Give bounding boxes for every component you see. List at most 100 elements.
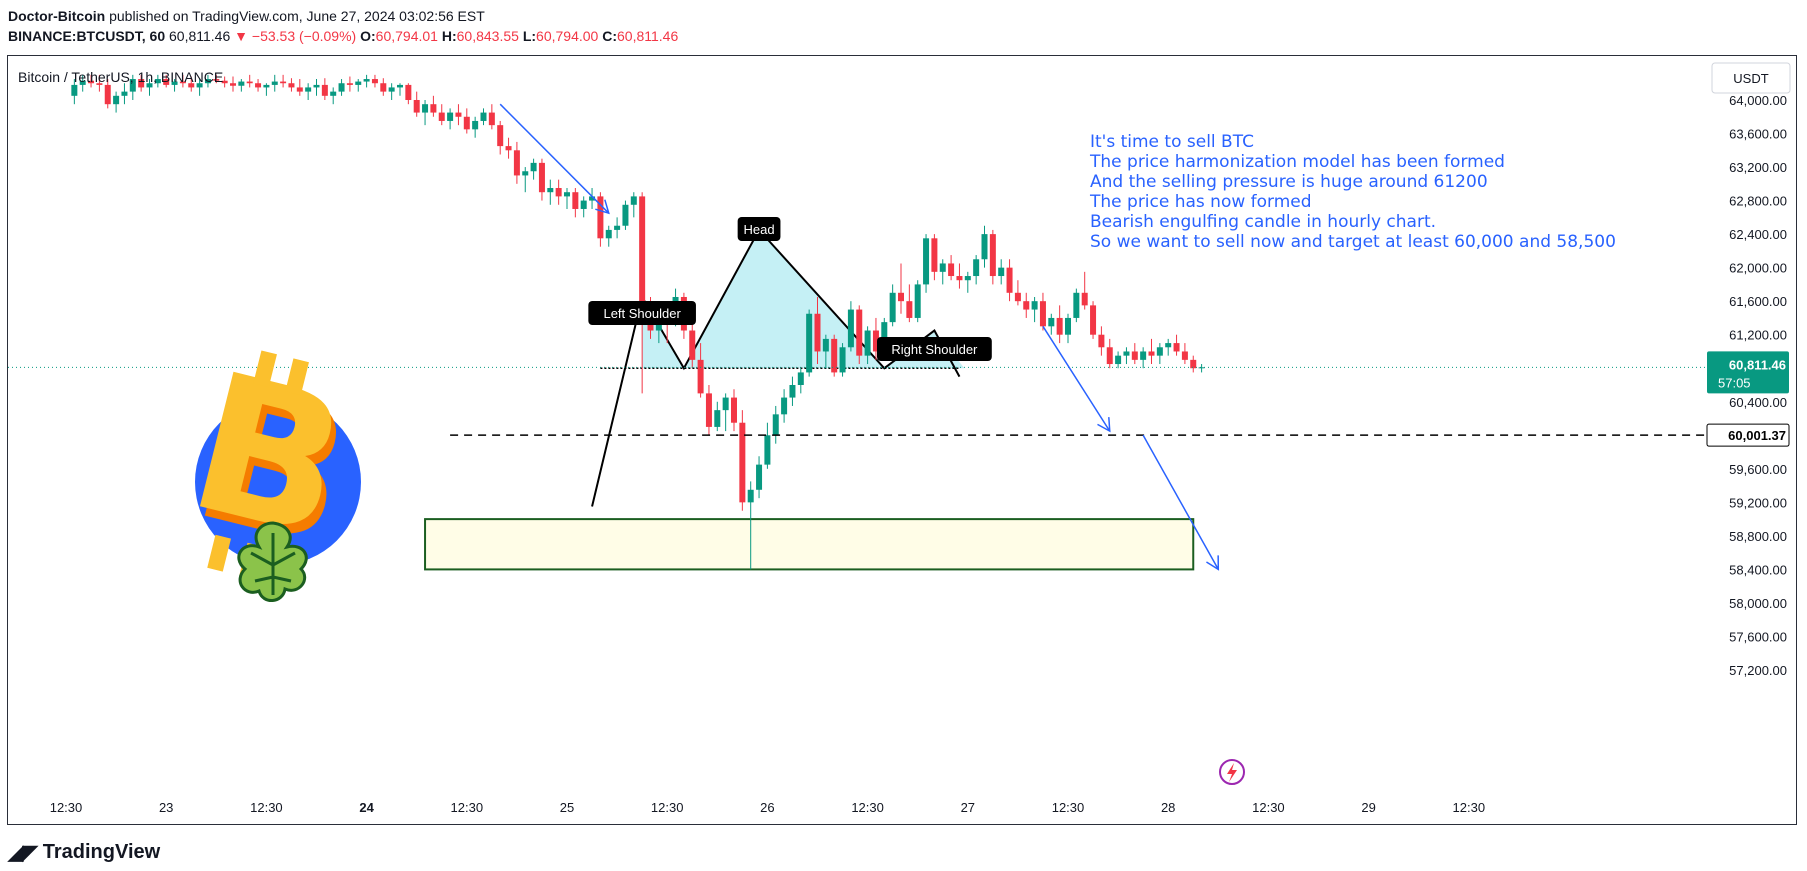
annotation-line: It's time to sell BTC <box>1090 132 1254 152</box>
candle-body <box>230 83 236 86</box>
candle-body <box>455 112 462 117</box>
left-shoulder-label[interactable]: Left Shoulder <box>588 301 696 325</box>
candle-body <box>430 104 437 113</box>
last-price: 60,811.46 <box>169 28 231 44</box>
candle-body <box>839 347 846 373</box>
candle-body <box>580 200 587 209</box>
target-zone-box[interactable] <box>424 518 1195 571</box>
candle-body <box>1173 343 1180 352</box>
publish-line: Doctor-Bitcoin published on TradingView.… <box>8 6 678 26</box>
candle-body <box>305 87 312 92</box>
y-tick-label: 61,200.00 <box>1729 328 1787 343</box>
candle-body <box>1014 292 1021 302</box>
candle-body <box>88 80 95 84</box>
label-bg <box>588 301 696 325</box>
candle-body <box>1156 347 1163 356</box>
label-text: Left Shoulder <box>603 306 681 321</box>
candle-body <box>1031 301 1038 310</box>
candle-body <box>555 188 562 197</box>
candle-body <box>872 330 879 352</box>
candle-body <box>781 397 788 415</box>
target-arrow-1[interactable] <box>1042 325 1111 433</box>
candle-body <box>388 87 395 92</box>
x-tick-label: 12:30 <box>1252 800 1285 815</box>
x-tick-label: 12:30 <box>250 800 283 815</box>
arrow-shaft <box>1042 325 1111 432</box>
open-value: 60,794.01 <box>375 28 438 44</box>
level-badge-label: 60,001.37 <box>1728 428 1786 443</box>
bitcoin-logo: B B <box>172 331 371 602</box>
chart-frame[interactable] <box>7 55 1797 825</box>
candle-body <box>363 79 370 82</box>
candle-body <box>547 188 554 193</box>
candle-body <box>822 338 829 352</box>
author-name: Doctor-Bitcoin <box>8 8 106 24</box>
right-shoulder-label[interactable]: Right Shoulder <box>877 337 992 361</box>
candle-body <box>622 204 629 226</box>
candle-body <box>221 80 228 84</box>
open-key: O: <box>360 28 376 44</box>
candle-body <box>705 393 712 427</box>
price-change: −53.53 (−0.09%) <box>251 28 357 44</box>
y-tick-label: 60,400.00 <box>1729 395 1787 410</box>
currency-button[interactable] <box>1711 62 1791 94</box>
candle-body <box>171 81 178 85</box>
candle-body <box>480 112 487 121</box>
candle-body <box>280 81 287 84</box>
candle-body <box>196 83 203 88</box>
annotation-line: The price has now formed <box>1089 192 1312 212</box>
tradingview-brand: TradingView <box>42 841 161 863</box>
candle-body <box>1106 347 1113 365</box>
countdown-label: 57:05 <box>1718 375 1751 390</box>
x-tick-label: 12:30 <box>50 800 83 815</box>
low-key: L: <box>522 28 537 44</box>
event-bolt <box>1227 763 1237 782</box>
candle-body <box>881 322 888 352</box>
candle-body <box>1140 351 1147 360</box>
candle-body <box>639 196 646 318</box>
candle-body <box>747 489 754 503</box>
x-tick-label: 12:30 <box>1052 800 1085 815</box>
price-badge-label: 60,811.46 <box>1729 357 1786 372</box>
candle-body <box>731 397 737 423</box>
candle-body <box>405 84 412 100</box>
candle-body <box>188 83 195 88</box>
candle-body <box>71 84 78 96</box>
candle-body <box>923 238 930 285</box>
candle-body <box>422 104 429 113</box>
candle-body <box>79 80 86 85</box>
x-tick-label: 24 <box>359 800 374 815</box>
candle-body <box>246 81 253 84</box>
arrow-head <box>1206 555 1220 571</box>
tradingview-logo[interactable]: ◢◤ TradingView <box>8 840 160 865</box>
candle-body <box>956 276 963 281</box>
candle-body <box>789 385 796 398</box>
label-text: Head <box>744 222 775 237</box>
candle-body <box>538 162 545 193</box>
y-tick-label: 61,600.00 <box>1729 294 1787 309</box>
candle-body <box>355 81 362 85</box>
candle-body <box>756 464 763 490</box>
candle-body <box>313 84 320 88</box>
candle-body <box>346 83 353 85</box>
target-arrow-2[interactable] <box>1142 434 1220 571</box>
arrow-shaft <box>499 103 610 214</box>
candle-body <box>630 196 637 205</box>
candle-body <box>497 125 504 147</box>
candle-body <box>522 171 529 176</box>
annotation-line: So we want to sell now and target at lea… <box>1090 232 1616 252</box>
lightning-event-icon[interactable] <box>1219 759 1245 785</box>
candle-body <box>1056 317 1063 335</box>
tradingview-mark-icon: ◢◤ <box>8 842 38 864</box>
candle-body <box>614 225 621 230</box>
trend-arrow-down[interactable] <box>499 103 610 215</box>
y-tick-label: 57,600.00 <box>1729 629 1787 644</box>
level-badge <box>1706 423 1790 447</box>
head-label[interactable]: Head <box>737 217 781 241</box>
x-tick-label: 25 <box>560 800 574 815</box>
candle-body <box>213 79 220 81</box>
annotation-line: The price harmonization model has been f… <box>1089 152 1505 172</box>
price-badge <box>1707 351 1789 394</box>
candle-body <box>413 100 420 113</box>
